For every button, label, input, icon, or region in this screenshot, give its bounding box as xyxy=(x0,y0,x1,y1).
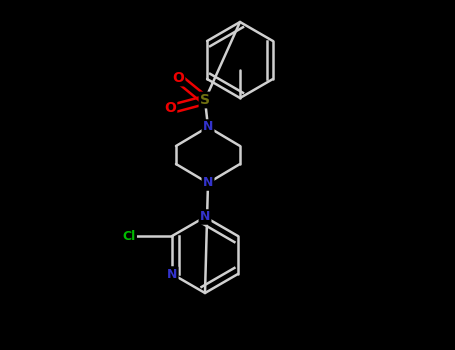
Text: N: N xyxy=(167,267,177,280)
Text: O: O xyxy=(164,101,176,115)
Text: O: O xyxy=(172,71,184,85)
Text: S: S xyxy=(200,93,210,107)
Text: N: N xyxy=(203,176,213,189)
Text: Cl: Cl xyxy=(122,230,136,243)
Text: N: N xyxy=(203,120,213,133)
Text: N: N xyxy=(200,210,210,224)
